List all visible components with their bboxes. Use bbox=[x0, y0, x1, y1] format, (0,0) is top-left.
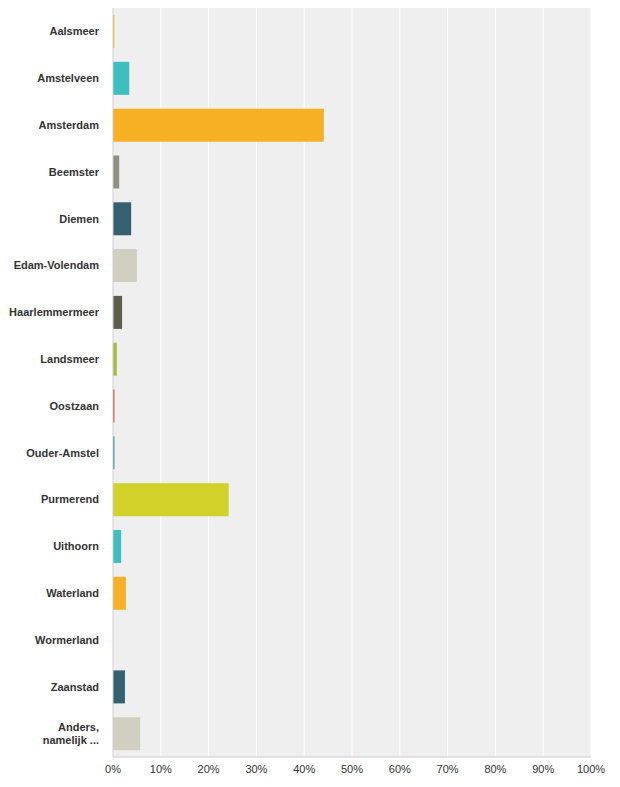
svg-text:Edam-Volendam: Edam-Volendam bbox=[14, 259, 100, 271]
svg-text:60%: 60% bbox=[389, 763, 411, 775]
svg-text:30%: 30% bbox=[245, 763, 267, 775]
svg-text:40%: 40% bbox=[293, 763, 315, 775]
svg-text:Waterland: Waterland bbox=[46, 587, 99, 599]
svg-text:Oostzaan: Oostzaan bbox=[49, 400, 99, 412]
svg-text:70%: 70% bbox=[437, 763, 459, 775]
svg-text:Amstelveen: Amstelveen bbox=[37, 72, 99, 84]
svg-text:Anders,namelijk ...: Anders,namelijk ... bbox=[43, 721, 99, 746]
svg-text:Zaanstad: Zaanstad bbox=[51, 681, 99, 693]
svg-text:20%: 20% bbox=[198, 763, 220, 775]
svg-text:0%: 0% bbox=[105, 763, 121, 775]
svg-text:Landsmeer: Landsmeer bbox=[40, 353, 99, 365]
svg-text:Beemster: Beemster bbox=[49, 166, 100, 178]
svg-text:Ouder-Amstel: Ouder-Amstel bbox=[26, 447, 99, 459]
svg-text:Aalsmeer: Aalsmeer bbox=[49, 25, 99, 37]
svg-text:50%: 50% bbox=[341, 763, 363, 775]
svg-text:80%: 80% bbox=[484, 763, 506, 775]
svg-text:100%: 100% bbox=[577, 763, 605, 775]
svg-text:90%: 90% bbox=[532, 763, 554, 775]
svg-text:Diemen: Diemen bbox=[59, 213, 99, 225]
svg-text:Purmerend: Purmerend bbox=[41, 493, 99, 505]
svg-text:Uithoorn: Uithoorn bbox=[53, 540, 99, 552]
svg-text:10%: 10% bbox=[150, 763, 172, 775]
svg-text:Haarlemmermeer: Haarlemmermeer bbox=[9, 306, 100, 318]
svg-text:Amsterdam: Amsterdam bbox=[38, 119, 99, 131]
svg-text:Wormerland: Wormerland bbox=[35, 634, 99, 646]
